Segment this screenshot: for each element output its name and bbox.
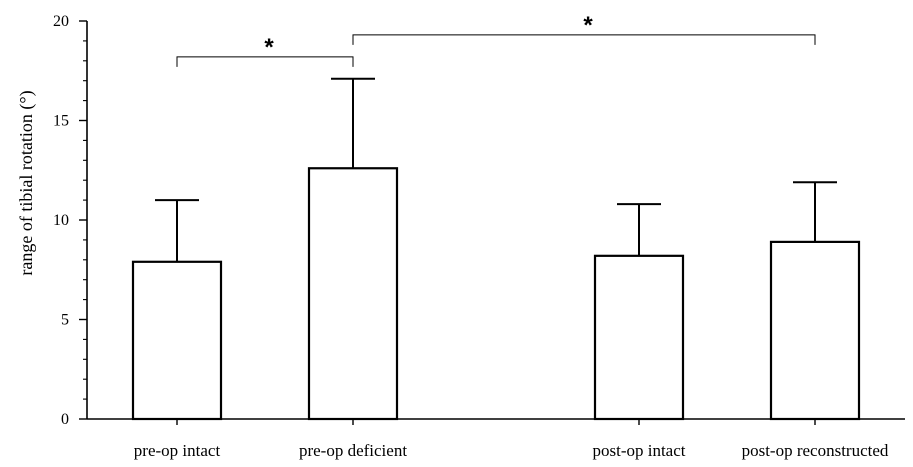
error-bars	[155, 77, 837, 262]
bar	[593, 254, 685, 421]
category-label: post-op reconstructed	[742, 441, 889, 460]
category-labels: pre-op intact pre-op deficient post-op int…	[134, 441, 889, 460]
significance-bracket	[352, 34, 816, 45]
y-tick-label: 5	[61, 312, 69, 329]
y-axis-label: range of tibial rotation (°)	[16, 90, 37, 275]
category-label: pre-op deficient	[299, 441, 407, 460]
y-tick-label: 0	[61, 411, 69, 428]
significance-star: *	[583, 12, 593, 39]
category-label: post-op intact	[592, 441, 685, 460]
bars	[131, 167, 861, 421]
significance-brackets: **	[176, 12, 816, 67]
y-tick-label: 15	[53, 113, 69, 130]
bar	[131, 260, 223, 421]
category-label: pre-op intact	[134, 441, 221, 460]
bar	[307, 167, 399, 421]
bar	[769, 240, 861, 421]
y-tick-label: 10	[53, 212, 69, 229]
y-tick-label: 20	[53, 13, 69, 30]
y-axis: 0 5 10 15 20	[53, 13, 88, 428]
significance-star: *	[264, 34, 274, 61]
significance-bracket	[176, 56, 354, 67]
